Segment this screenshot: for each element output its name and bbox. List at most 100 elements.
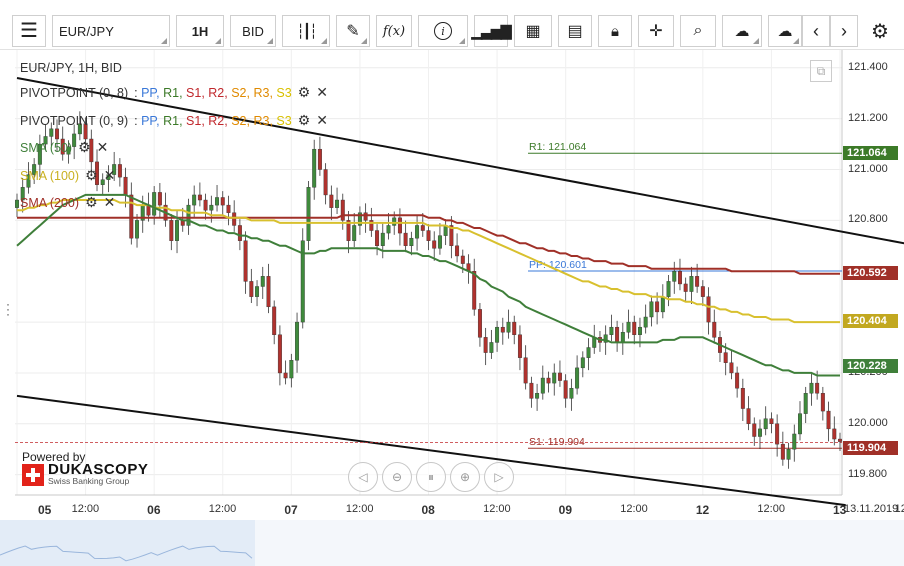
pan-left-button[interactable]: ◁: [348, 462, 378, 492]
candle: [678, 271, 682, 285]
candle: [426, 230, 431, 241]
candle: [603, 334, 608, 343]
cloud-download-button[interactable]: ☁: [768, 15, 802, 47]
candle: [272, 306, 277, 336]
candle: [60, 138, 65, 155]
pivot-level-r2: R2,: [208, 113, 232, 128]
candle: [306, 187, 311, 241]
expand-icon[interactable]: ⧉: [810, 60, 832, 82]
sma200-label: SMA (200): [20, 195, 80, 210]
scroll-left-button[interactable]: ‹: [802, 15, 830, 47]
reset-button[interactable]: ⏸: [416, 462, 446, 492]
price-tag: 120.228: [843, 358, 898, 373]
gear-icon[interactable]: ⚙: [297, 84, 311, 100]
candle: [649, 301, 654, 318]
candle: [49, 128, 54, 137]
y-tick-label: 121.400: [848, 60, 888, 73]
pivot-label-r1: R1: 121.064: [529, 141, 586, 153]
candle: [289, 360, 294, 379]
studies-button[interactable]: ▁▃▅▇: [471, 15, 512, 47]
x-tick-label: 13: [833, 503, 847, 517]
y-tick-label: 121.000: [848, 162, 888, 175]
legend-sma50: SMA (50) ⚙ ✕: [20, 139, 108, 156]
candle: [575, 367, 580, 389]
zoom-out-button[interactable]: ⊖: [382, 462, 412, 492]
candle: [517, 334, 522, 358]
news-button[interactable]: ▤: [558, 15, 592, 47]
candle: [72, 133, 77, 147]
zoom-in-button[interactable]: ⊕: [450, 462, 480, 492]
pivot-level-s3: S3: [276, 113, 292, 128]
timeframe-label: 1H: [191, 23, 209, 39]
x-tick-label: 07: [284, 503, 298, 517]
close-icon[interactable]: ✕: [103, 194, 116, 210]
scroll-right-button[interactable]: ›: [830, 15, 858, 47]
channel-upper-line: [16, 76, 904, 245]
lock-button[interactable]: 🔒︎: [598, 15, 632, 47]
candle: [375, 230, 380, 247]
zoom-button[interactable]: ⌕: [680, 15, 716, 47]
close-icon[interactable]: ✕: [316, 112, 328, 128]
candle: [626, 321, 631, 333]
chart-type-button[interactable]: ┆┃┆: [282, 15, 330, 47]
cloud-upload-button[interactable]: ☁: [722, 15, 762, 47]
calendar-icon: ▦: [525, 23, 541, 40]
menu-button[interactable]: ☰: [12, 15, 46, 47]
candle: [89, 138, 94, 163]
candle: [169, 220, 174, 241]
pivot-level-s2: S2,: [231, 113, 254, 128]
chart-area[interactable]: R1: 121.064 PP: 120.601 S1: 119.904 EUR/JP…: [0, 50, 904, 566]
candle: [249, 281, 254, 297]
candle: [477, 309, 482, 338]
gear-icon[interactable]: ⚙: [78, 139, 91, 155]
instrument-select[interactable]: EUR/JPY: [52, 15, 170, 47]
candle: [43, 136, 48, 145]
settings-button[interactable]: ⚙: [864, 15, 896, 47]
candle: [409, 237, 414, 247]
swiss-cross-icon: [22, 463, 44, 486]
calendar-button[interactable]: ▦: [514, 15, 552, 47]
close-icon[interactable]: ✕: [103, 167, 116, 183]
x-tick-label: 12:00: [757, 503, 785, 515]
info-icon: i: [434, 22, 452, 40]
draw-button[interactable]: ✎: [336, 15, 370, 47]
candle: [552, 372, 557, 384]
info-button[interactable]: i: [418, 15, 468, 47]
legend-sma100: SMA (100) ⚙ ✕: [20, 167, 115, 184]
bar-chart-icon: ▁▃▅▇: [471, 22, 511, 39]
candle: [780, 443, 785, 460]
y-tick-label: 121.200: [848, 111, 888, 124]
resize-handle-icon[interactable]: · · ·: [6, 297, 10, 321]
crosshair-button[interactable]: ✛: [638, 15, 674, 47]
side-select[interactable]: BID: [230, 15, 276, 47]
gear-icon[interactable]: ⚙: [297, 112, 311, 128]
candle: [352, 225, 357, 241]
candle: [323, 169, 328, 196]
close-icon[interactable]: ✕: [96, 139, 109, 155]
powered-by: Powered by: [22, 450, 86, 464]
candle: [798, 413, 802, 435]
timeframe-select[interactable]: 1H: [176, 15, 224, 47]
pivot-level-r2: R2,: [208, 85, 232, 100]
candle: [243, 240, 248, 282]
x-tick-label: 06: [147, 503, 161, 517]
indicators-button[interactable]: f(x): [376, 15, 412, 47]
candle: [455, 245, 460, 257]
candle: [735, 372, 740, 389]
candle: [95, 161, 99, 185]
candle: [415, 225, 420, 239]
chart-navigation: ◁ ⊖ ⏸ ⊕ ▷: [348, 462, 514, 492]
zoom-out-icon: ⊖: [391, 470, 403, 484]
pan-right-button[interactable]: ▷: [484, 462, 514, 492]
candle: [420, 225, 425, 231]
x-end-date: 13.11.2019: [844, 503, 899, 515]
candle: [186, 204, 191, 226]
pivot-level-s1: S1,: [186, 113, 209, 128]
gear-icon[interactable]: ⚙: [85, 194, 98, 210]
x-tick-label: 08: [421, 503, 435, 517]
chevron-right-icon: ›: [841, 20, 847, 41]
legend-pivot-1: PIVOTPOINT (0, 8) : PP, R1, S1, R2, S2, …: [20, 84, 328, 101]
close-icon[interactable]: ✕: [316, 84, 328, 100]
gear-icon[interactable]: ⚙: [85, 167, 98, 183]
